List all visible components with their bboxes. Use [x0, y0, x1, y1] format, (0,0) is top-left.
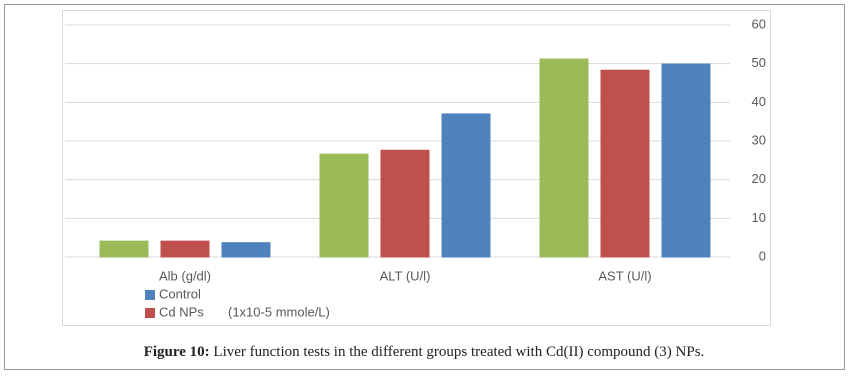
bar	[221, 242, 271, 258]
y-tick-label: 10	[752, 210, 766, 225]
bar	[99, 240, 149, 258]
bar	[661, 63, 711, 258]
y-tick-label: 40	[752, 94, 766, 109]
bar	[441, 113, 491, 258]
caption-text: Liver function tests in the different gr…	[210, 344, 705, 360]
y-tick-label: 30	[752, 132, 766, 147]
x-tick-label: ALT (U/l)	[380, 268, 431, 283]
chart-border	[62, 10, 771, 326]
legend-swatch	[145, 290, 155, 300]
caption: Figure 10: Liver function tests in the d…	[144, 344, 705, 360]
bar	[319, 153, 369, 258]
y-tick-label: 50	[752, 55, 766, 70]
legend-swatch	[145, 308, 155, 318]
legend-note: (1x10-5 mmole/L)	[228, 304, 330, 319]
y-tick-label: 60	[752, 16, 766, 31]
bar	[160, 240, 210, 258]
x-tick-label: AST (U/l)	[598, 268, 651, 283]
bar	[380, 149, 430, 258]
legend-label: Cd NPs	[159, 304, 204, 319]
caption-label: Figure 10:	[144, 344, 210, 360]
y-tick-label: 20	[752, 171, 766, 186]
bar	[600, 69, 650, 258]
y-tick-label: 0	[759, 248, 766, 263]
bar	[539, 58, 589, 258]
legend-label: Control	[159, 286, 201, 301]
x-tick-label: Alb (g/dl)	[159, 268, 211, 283]
figure-border	[4, 4, 845, 370]
